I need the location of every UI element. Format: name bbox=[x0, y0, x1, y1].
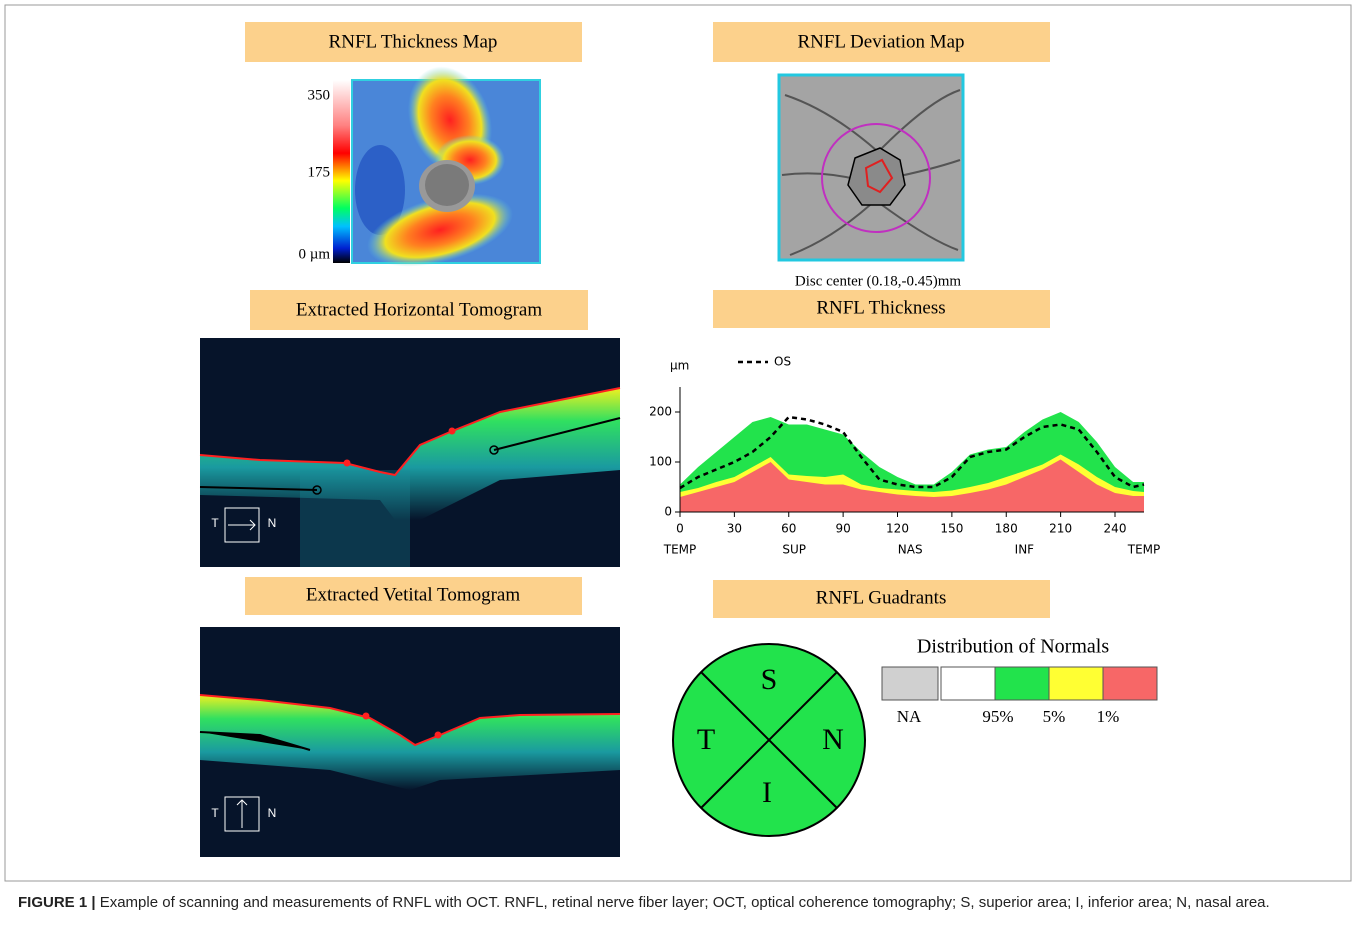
quadrant-label: N bbox=[822, 723, 844, 756]
direction-label: T bbox=[211, 806, 219, 820]
x-tick-label: 90 bbox=[835, 522, 850, 536]
legend-title: Distribution of Normals bbox=[917, 636, 1109, 658]
quadrant-circle bbox=[672, 643, 866, 837]
x-tick-label: 210 bbox=[1049, 522, 1072, 536]
y-tick-label: 200 bbox=[649, 405, 672, 419]
scale-label: 0 µm bbox=[298, 246, 330, 262]
region-label: NAS bbox=[898, 543, 923, 557]
direction-label: N bbox=[268, 516, 277, 530]
os-line bbox=[679, 415, 1145, 490]
legend-label: 95% bbox=[982, 707, 1013, 726]
y-tick-label: 100 bbox=[649, 455, 672, 469]
legend-label: 5% bbox=[1043, 707, 1066, 726]
deviation-map bbox=[777, 73, 965, 262]
region-label: TEMP bbox=[1127, 543, 1161, 557]
direction-label: N bbox=[268, 806, 277, 820]
x-tick-label: 180 bbox=[995, 522, 1018, 536]
panel-title: Extracted Horizontal Tomogram bbox=[296, 299, 543, 320]
x-tick-label: 30 bbox=[727, 522, 742, 536]
normals-legend bbox=[881, 666, 1158, 701]
region-label: INF bbox=[1015, 543, 1035, 557]
band-area bbox=[680, 459, 1144, 512]
x-tick-label: 120 bbox=[886, 522, 909, 536]
x-tick-label: 0 bbox=[676, 522, 684, 536]
panel-title: RNFL Thickness bbox=[816, 297, 945, 318]
thickness-map bbox=[351, 66, 541, 267]
y-tick-label: 0 bbox=[664, 505, 672, 519]
quadrant-label: S bbox=[761, 663, 778, 696]
y-axis-label: µm bbox=[670, 359, 689, 373]
region-label: TEMP bbox=[663, 543, 697, 557]
horizontal-tomogram bbox=[199, 338, 621, 567]
panel-title: Extracted Vetital Tomogram bbox=[306, 584, 521, 605]
vertical-tomogram bbox=[199, 627, 621, 857]
direction-label: T bbox=[211, 516, 219, 530]
title-boxes bbox=[245, 22, 1050, 618]
scale-label: 350 bbox=[308, 87, 331, 103]
caption: FIGURE 1 | Example of scanning and measu… bbox=[18, 892, 1318, 914]
panel-title: RNFL Guadrants bbox=[816, 587, 947, 608]
legend-label: OS bbox=[774, 355, 791, 369]
quadrant-label: T bbox=[697, 723, 715, 756]
color-bar bbox=[333, 80, 350, 263]
x-tick-label: 60 bbox=[781, 522, 796, 536]
panel-title: RNFL Thickness Map bbox=[329, 31, 498, 52]
legend-label: NA bbox=[897, 707, 922, 726]
x-tick-label: 150 bbox=[940, 522, 963, 536]
x-tick-label: 240 bbox=[1104, 522, 1127, 536]
panel-title: RNFL Deviation Map bbox=[797, 31, 964, 52]
figure-border bbox=[4, 4, 1352, 882]
scale-label: 175 bbox=[308, 164, 331, 180]
note: Disc center (0.18,-0.45)mm bbox=[795, 273, 962, 289]
caption-label: FIGURE 1 | bbox=[18, 894, 96, 911]
quadrant-label: I bbox=[762, 776, 772, 809]
legend-label: 1% bbox=[1097, 707, 1120, 726]
caption-text: Example of scanning and measurements of … bbox=[95, 894, 1270, 911]
region-label: SUP bbox=[782, 543, 806, 557]
